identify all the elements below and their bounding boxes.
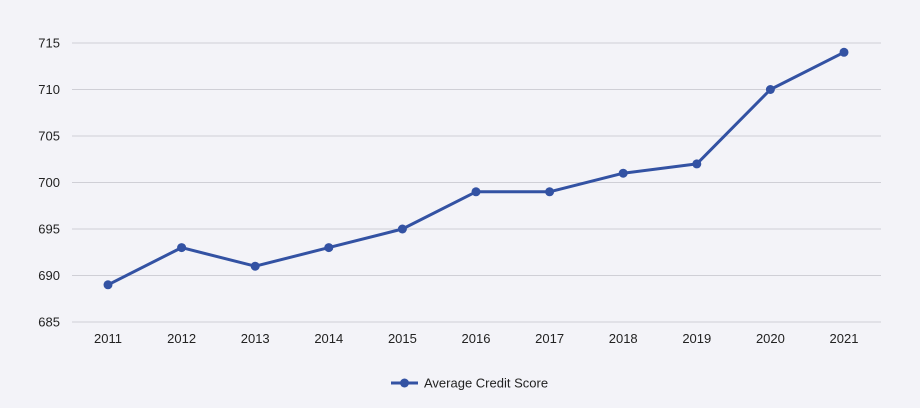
data-point[interactable] — [545, 187, 555, 197]
data-point[interactable] — [250, 261, 260, 271]
x-tick-label: 2018 — [609, 331, 638, 346]
legend-marker-swatch — [400, 378, 409, 388]
x-tick-label: 2012 — [167, 331, 196, 346]
data-point[interactable] — [839, 47, 849, 57]
gridlines — [72, 42, 881, 323]
y-tick-label: 700 — [38, 175, 60, 190]
data-point[interactable] — [397, 224, 407, 234]
series-line — [106, 50, 846, 287]
x-tick-label: 2014 — [314, 331, 343, 346]
y-axis-tick-labels: 685 690 695 700 705 710 715 — [38, 36, 60, 330]
y-tick-label: 690 — [38, 268, 60, 283]
legend-item[interactable]: Average Credit Score — [391, 376, 548, 391]
legend-label: Average Credit Score — [424, 376, 548, 391]
data-point[interactable] — [103, 280, 113, 290]
data-point[interactable] — [692, 159, 702, 169]
x-tick-label: 2016 — [462, 331, 491, 346]
x-tick-label: 2013 — [241, 331, 270, 346]
y-tick-label: 715 — [38, 36, 60, 51]
x-axis-tick-labels: 2011 2012 2013 2014 2015 2016 2017 2018 2019 2020… — [94, 331, 858, 346]
series-points — [103, 47, 849, 290]
data-point[interactable] — [765, 85, 775, 94]
x-tick-label: 2017 — [535, 331, 564, 346]
x-tick-label: 2015 — [388, 331, 417, 346]
x-tick-label: 2021 — [830, 331, 859, 346]
x-tick-label: 2011 — [94, 331, 122, 346]
y-tick-label: 710 — [38, 82, 60, 97]
data-point[interactable] — [471, 187, 481, 197]
y-tick-label: 695 — [38, 222, 60, 237]
legend: Average Credit Score — [391, 376, 548, 391]
data-point[interactable] — [177, 243, 187, 253]
data-point[interactable] — [324, 243, 334, 253]
series-lines — [106, 50, 846, 287]
y-tick-label: 705 — [38, 129, 60, 144]
x-tick-label: 2020 — [756, 331, 785, 346]
data-point[interactable] — [618, 168, 628, 178]
x-tick-label: 2019 — [682, 331, 711, 346]
y-tick-label: 685 — [38, 315, 60, 330]
